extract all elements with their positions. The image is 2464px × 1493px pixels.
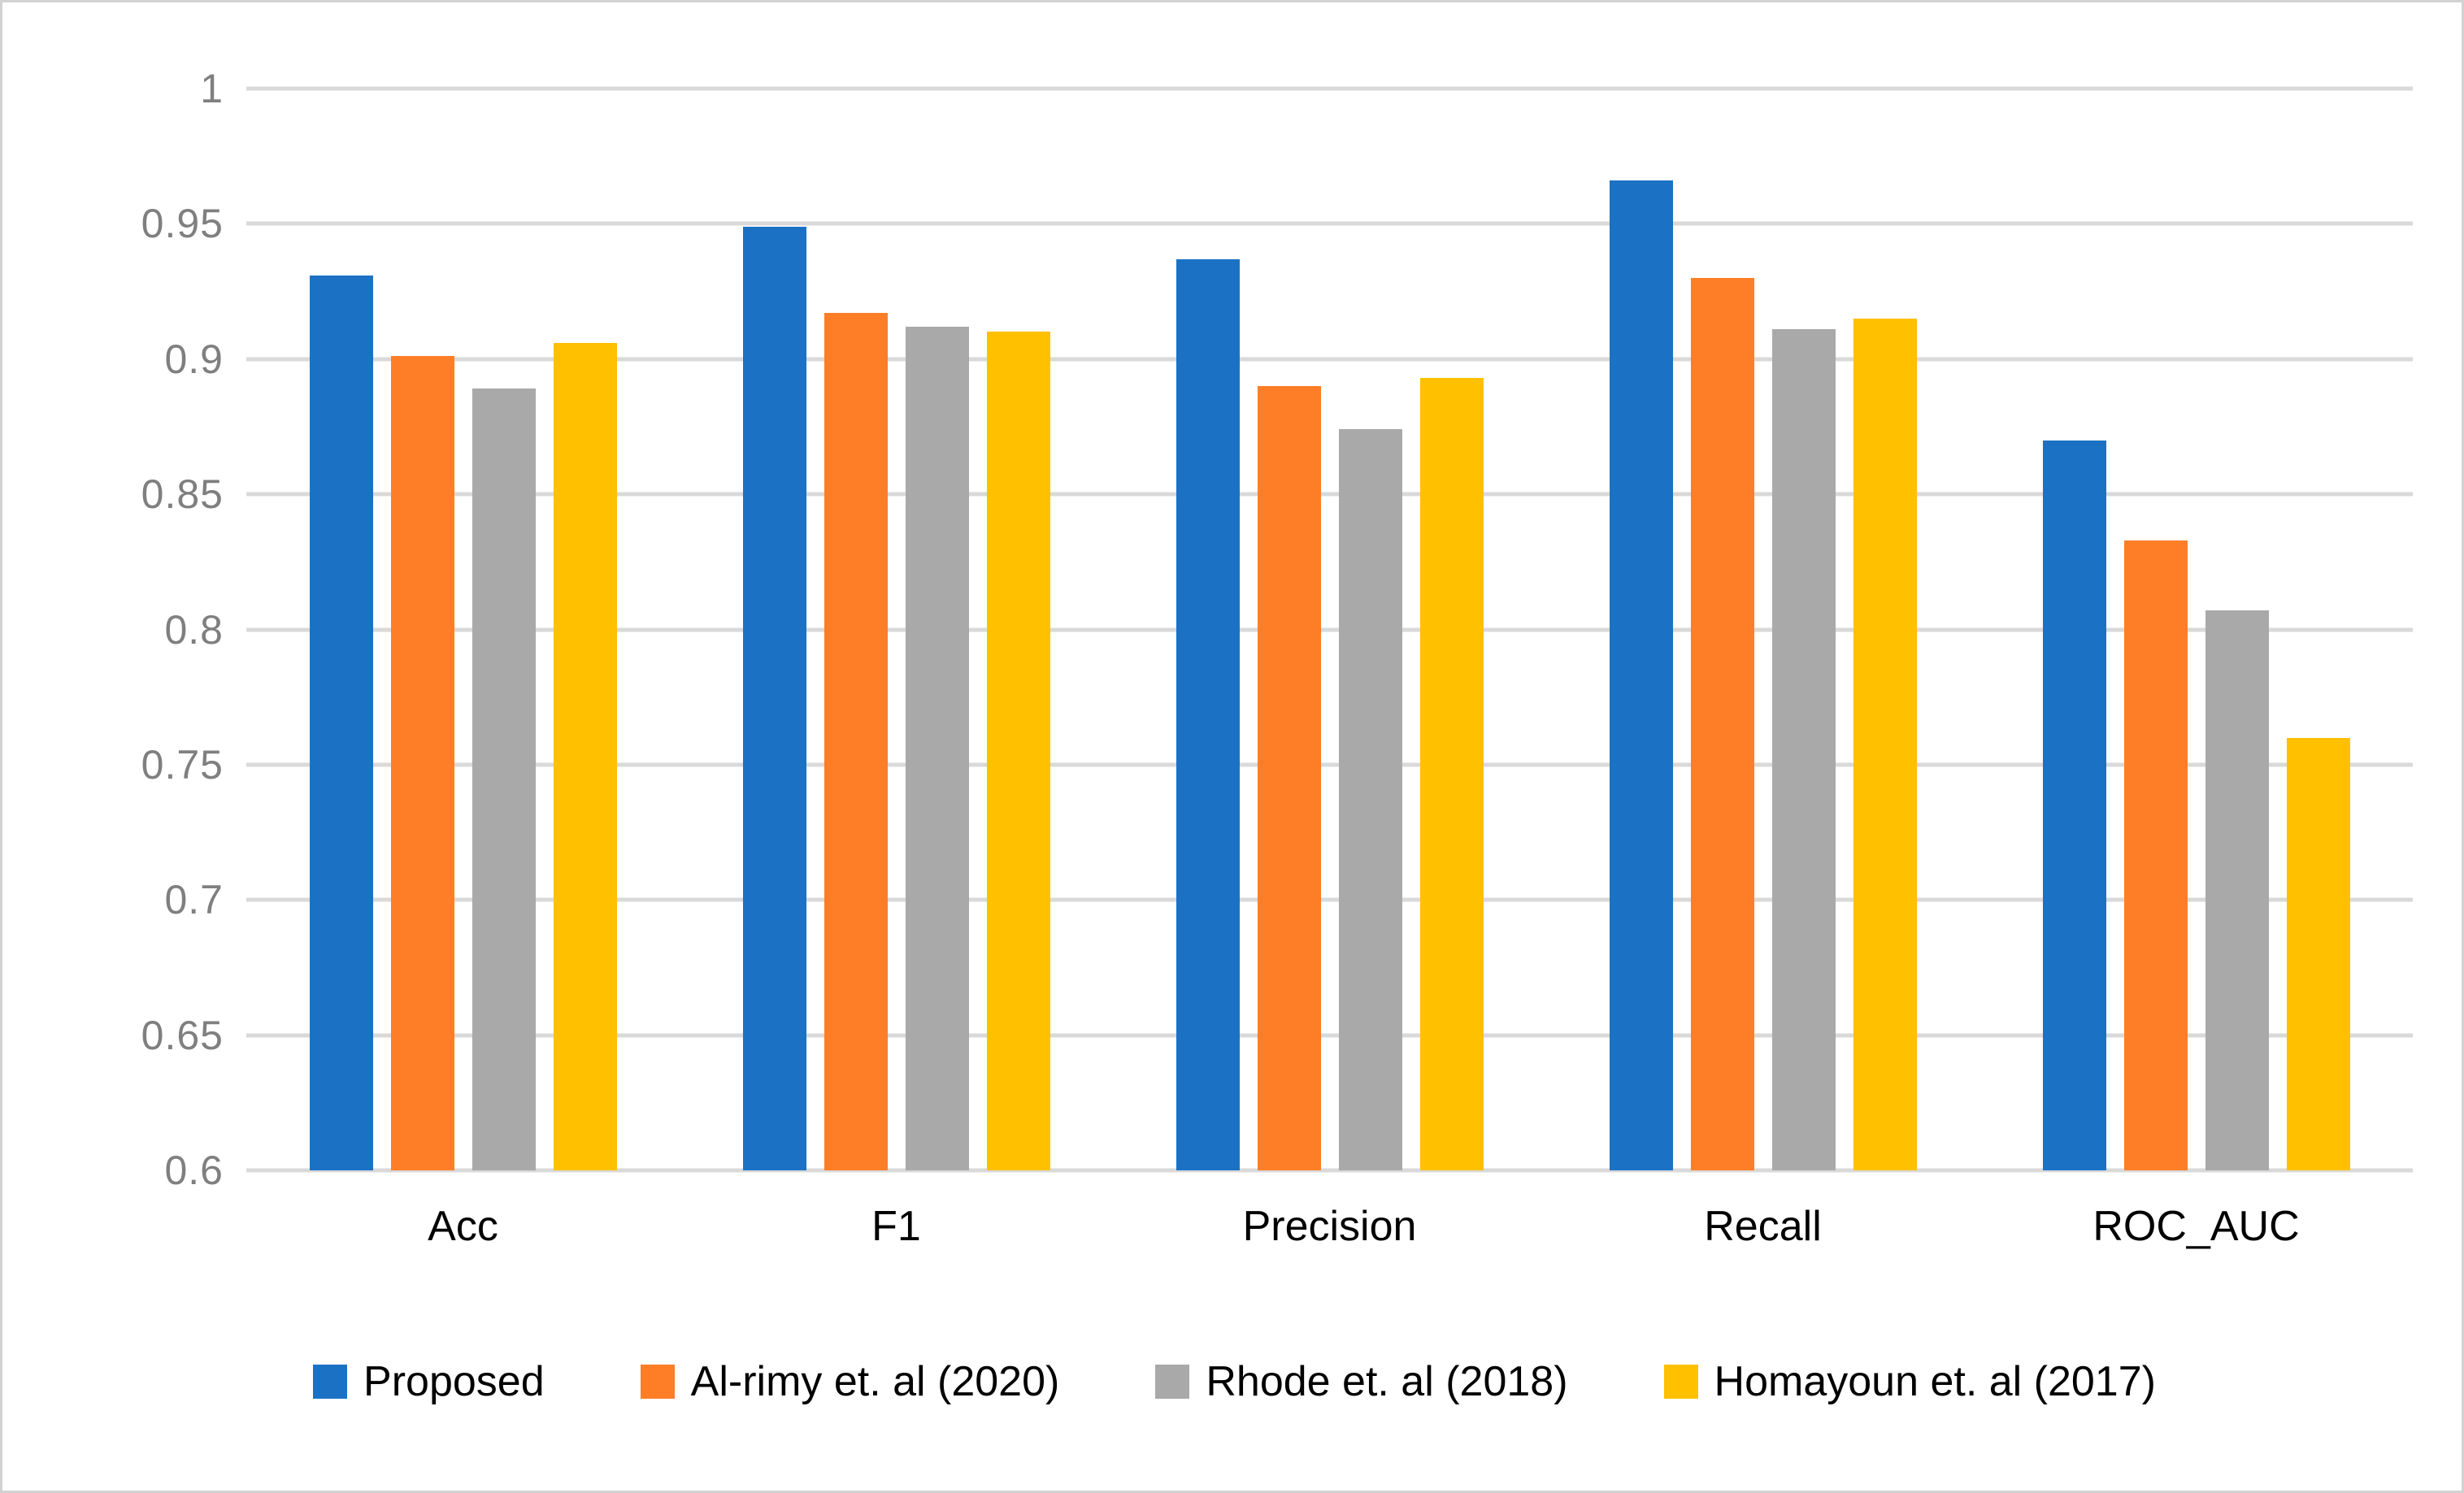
gridline-0.9 — [246, 357, 2413, 362]
bar-roc_auc-al-rimy — [2123, 540, 2188, 1170]
bar-group-recall — [1546, 89, 1979, 1170]
gridline-0.85 — [246, 492, 2413, 497]
y-tick-label: 0.9 — [164, 336, 224, 382]
bar-acc-proposed — [309, 275, 373, 1170]
y-tick-label: 0.65 — [141, 1012, 224, 1058]
legend-item-al-rimy: Al-rimy et. al (2020) — [640, 1358, 1060, 1405]
bar-f1-rhode — [905, 326, 969, 1170]
x-axis-category-labels: Acc F1 Precision Recall ROC_AUC — [246, 1205, 2413, 1248]
legend-item-rhode: Rhode et. al (2018) — [1155, 1358, 1568, 1405]
bar-group-f1 — [680, 89, 1113, 1170]
legend-label: Homayoun et. al (2017) — [1714, 1358, 2156, 1405]
legend-label: Rhode et. al (2018) — [1206, 1358, 1568, 1405]
legend-swatch-icon — [640, 1365, 675, 1399]
y-tick-label: 0.85 — [141, 471, 224, 518]
category-label-acc: Acc — [428, 1203, 498, 1250]
bar-f1-al-rimy — [824, 313, 888, 1170]
legend-swatch-icon — [1155, 1365, 1190, 1399]
bar-precision-rhode — [1338, 429, 1402, 1170]
y-tick-label: 0.75 — [141, 741, 224, 788]
gridline-0.95 — [246, 221, 2413, 226]
gridline-1 — [246, 86, 2413, 91]
bar-series-container — [246, 89, 2413, 1170]
category-label-precision: Precision — [1242, 1203, 1417, 1250]
gridline-0.65 — [246, 1033, 2413, 1038]
legend-label: Al-rimy et. al (2020) — [690, 1358, 1060, 1405]
bar-recall-proposed — [1609, 180, 1673, 1170]
bar-roc_auc-proposed — [2042, 440, 2106, 1170]
bar-acc-homayoun — [553, 342, 617, 1170]
bar-recall-rhode — [1771, 329, 1836, 1170]
gridline-0.7 — [246, 897, 2413, 902]
bar-f1-proposed — [742, 226, 806, 1170]
bar-precision-al-rimy — [1257, 386, 1321, 1170]
y-tick-label: 0.6 — [164, 1148, 224, 1193]
gridline-0.6 — [246, 1168, 2413, 1173]
bar-f1-homayoun — [986, 332, 1050, 1170]
y-tick-label: 1 — [200, 66, 224, 111]
category-label-recall: Recall — [1704, 1203, 1822, 1250]
bar-acc-al-rimy — [390, 356, 454, 1170]
category-label-f1: F1 — [871, 1203, 921, 1250]
legend-swatch-icon — [313, 1365, 348, 1399]
bar-recall-homayoun — [1853, 318, 1917, 1170]
gridline-0.75 — [246, 762, 2413, 767]
bar-roc_auc-rhode — [2205, 610, 2269, 1170]
bar-acc-rhode — [472, 388, 536, 1170]
legend-swatch-icon — [1663, 1365, 1698, 1399]
bar-roc_auc-homayoun — [2286, 737, 2350, 1170]
legend-label: Proposed — [363, 1358, 545, 1405]
y-tick-label: 0.8 — [164, 606, 224, 653]
bar-recall-al-rimy — [1690, 277, 1754, 1170]
y-axis-tick-labels: 1 0.95 0.9 0.85 0.8 0.75 0.7 0.65 0.6 — [2, 68, 224, 1191]
bar-group-roc_auc — [1979, 89, 2413, 1170]
legend-item-homayoun: Homayoun et. al (2017) — [1663, 1358, 2156, 1405]
y-tick-label: 0.95 — [141, 201, 224, 247]
y-tick-label: 0.7 — [164, 877, 224, 923]
bar-group-acc — [246, 89, 680, 1170]
plot-area — [246, 86, 2413, 1173]
bar-group-precision — [1113, 89, 1546, 1170]
bar-precision-proposed — [1176, 258, 1240, 1170]
legend: Proposed Al-rimy et. al (2020) Rhode et. a… — [2, 1345, 2462, 1418]
bar-precision-homayoun — [1419, 378, 1484, 1170]
legend-item-proposed: Proposed — [313, 1361, 545, 1403]
gridline-0.8 — [246, 627, 2413, 631]
category-label-roc_auc: ROC_AUC — [2092, 1203, 2300, 1250]
